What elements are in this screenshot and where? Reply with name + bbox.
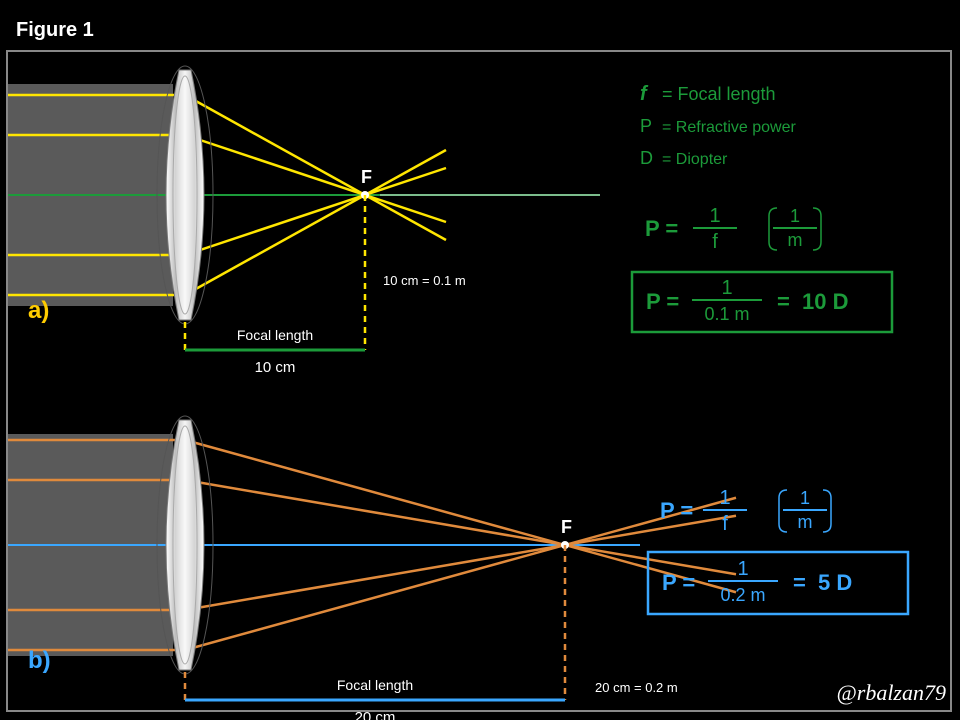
signature: @rbalzan79	[837, 680, 946, 705]
refracted-ray-a-0	[185, 95, 446, 240]
legend-row-1: P = Refractive power	[640, 116, 797, 136]
frac-den-b: f	[722, 513, 728, 535]
conversion-text-a: 10 cm = 0.1 m	[383, 273, 466, 288]
refracted-ray-b-3	[185, 498, 736, 650]
frac-num-unit-gen: 1	[790, 206, 800, 226]
legend-text-2: = Diopter	[662, 151, 728, 168]
frac-num-gen: 1	[709, 205, 720, 227]
frac-den-unit-b: m	[798, 512, 813, 532]
frac-num-unit-b: 1	[800, 488, 810, 508]
lens-glass-a	[173, 76, 197, 314]
calc-lhs-a: P =	[646, 289, 679, 314]
diagram-stage: Figure 1 F Focal length 10 cm 10 cm = 0.1 m a…	[0, 0, 960, 720]
focal-text-a: Focal length	[237, 327, 313, 343]
calc-den-a: 0.1 m	[704, 304, 749, 324]
refracted-ray-b-1	[185, 480, 736, 574]
formula-lhs-gen: P =	[645, 216, 678, 241]
figure-label: Figure 1	[16, 19, 94, 41]
frac-den-unit-gen: m	[788, 230, 803, 250]
legend-text-0: = Focal length	[662, 84, 776, 104]
refracted-ray-b-2	[185, 516, 736, 610]
focal-label-a: F	[361, 167, 372, 187]
calc-den-b: 0.2 m	[720, 585, 765, 605]
focal-text-b: Focal length	[337, 677, 413, 693]
frac-num-b: 1	[719, 487, 730, 509]
panel-label-a: a)	[28, 297, 49, 324]
calc-result-a: 10 D	[802, 289, 848, 314]
frac-den-gen: f	[712, 231, 718, 253]
calc-eq-a: =	[777, 289, 790, 314]
legend-symbol-1: P	[640, 116, 652, 136]
calc-num-a: 1	[721, 277, 732, 299]
legend-text-1: = Refractive power	[662, 119, 797, 136]
legend-row-0: f = Focal length	[640, 83, 776, 105]
conversion-text-b: 20 cm = 0.2 m	[595, 680, 678, 695]
calc-lhs-b: P =	[662, 570, 695, 595]
refracted-ray-a-1	[185, 135, 446, 222]
distance-text-b: 20 cm	[355, 709, 396, 720]
legend-symbol-0: f	[640, 83, 649, 105]
calc-eq-b: =	[793, 570, 806, 595]
focal-label-b: F	[561, 517, 572, 537]
calc-num-b: 1	[737, 558, 748, 580]
distance-text-a: 10 cm	[255, 359, 296, 376]
refracted-ray-b-0	[185, 440, 736, 592]
calc-result-b: 5 D	[818, 570, 852, 595]
formula-lhs-b: P =	[660, 498, 693, 523]
legend-symbol-2: D	[640, 148, 653, 168]
refracted-ray-a-2	[185, 168, 446, 255]
panel-label-b: b)	[28, 647, 51, 674]
legend-row-2: D = Diopter	[640, 148, 728, 168]
lens-glass-b	[173, 426, 197, 664]
